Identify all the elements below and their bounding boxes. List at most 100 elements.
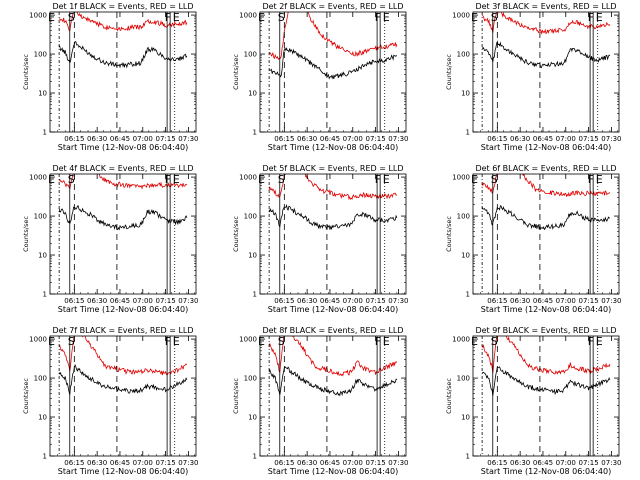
x-tick-label: 06:15 (64, 297, 84, 305)
x-tick-label: 07:00 (133, 297, 153, 305)
series-lld (268, 336, 398, 377)
y-tick-label: 10 (461, 90, 470, 98)
y-tick-label: 1 (43, 453, 47, 461)
y-axis-label: Counts/sec (22, 54, 30, 90)
series-events (58, 41, 188, 69)
series-lld (481, 336, 611, 375)
plot-frame (259, 173, 407, 295)
marker-label: E (596, 335, 603, 348)
x-tick-label: 06:30 (510, 459, 530, 467)
series-lld (58, 12, 188, 32)
x-tick-label: 07:30 (601, 135, 621, 143)
y-tick-label: 1 (466, 129, 470, 137)
marker-label: E (383, 335, 390, 348)
y-tick-label: 1000 (29, 336, 47, 344)
y-tick-label: 1 (43, 291, 47, 299)
series-lld (481, 12, 611, 35)
panel-title: Det 7f BLACK = Events, RED = LLD (52, 326, 193, 335)
marker-label: E (471, 335, 478, 348)
x-tick-label: 07:00 (133, 459, 153, 467)
y-tick-label: 100 (244, 51, 257, 59)
y-tick-label: 1000 (239, 174, 257, 182)
x-tick-label: 07:00 (343, 135, 363, 143)
series-lld (268, 174, 398, 201)
y-tick-label: 100 (244, 375, 257, 383)
marker-label: E (48, 173, 55, 186)
marker-label: E (383, 173, 390, 186)
x-tick-label: 06:30 (297, 297, 317, 305)
x-tick-label: 07:30 (601, 459, 621, 467)
x-tick-label: 07:30 (388, 459, 408, 467)
x-axis-label: Start Time (12-Nov-08 06:04:40) (58, 143, 188, 152)
marker-label: S (491, 335, 498, 348)
marker-label: E (471, 11, 478, 24)
marker-label: E (258, 173, 265, 186)
marker-label: E (596, 173, 603, 186)
x-tick-label: 06:15 (64, 135, 84, 143)
x-tick-label: 07:15 (155, 297, 175, 305)
x-tick-label: 06:15 (274, 459, 294, 467)
x-tick-label: 07:00 (343, 297, 363, 305)
y-tick-label: 100 (244, 213, 257, 221)
y-tick-label: 100 (457, 51, 470, 59)
x-tick-label: 07:30 (178, 135, 198, 143)
panel-title: Det 4f BLACK = Events, RED = LLD (52, 164, 193, 173)
y-tick-label: 1000 (452, 12, 470, 20)
marker-label: E (383, 11, 390, 24)
y-axis-label: Counts/sec (445, 378, 453, 414)
series-events (268, 204, 398, 231)
x-axis-label: Start Time (12-Nov-08 06:04:40) (268, 305, 398, 314)
x-tick-label: 06:45 (533, 297, 553, 305)
marker-label: S (491, 173, 498, 186)
y-tick-label: 1000 (29, 174, 47, 182)
x-axis-label: Start Time (12-Nov-08 06:04:40) (58, 305, 188, 314)
series-lld (481, 174, 611, 198)
x-tick-label: 06:30 (87, 297, 107, 305)
y-tick-label: 1000 (452, 336, 470, 344)
y-axis-label: Counts/sec (22, 216, 30, 252)
x-tick-label: 06:30 (297, 135, 317, 143)
series-lld (58, 336, 188, 376)
marker-label: E (596, 11, 603, 24)
x-tick-label: 06:45 (110, 297, 130, 305)
marker-label: E (48, 335, 55, 348)
x-tick-label: 06:45 (110, 459, 130, 467)
x-axis-label: Start Time (12-Nov-08 06:04:40) (58, 467, 188, 476)
plot-frame (259, 335, 407, 457)
plot-frame (49, 173, 197, 295)
marker-label: E (258, 11, 265, 24)
marker-label: F (375, 335, 381, 348)
y-tick-label: 10 (461, 414, 470, 422)
y-axis-label: Counts/sec (232, 216, 240, 252)
x-tick-label: 06:45 (320, 459, 340, 467)
marker-label: F (588, 11, 594, 24)
y-tick-label: 100 (34, 375, 47, 383)
y-tick-label: 1 (253, 453, 257, 461)
y-axis-label: Counts/sec (445, 54, 453, 90)
x-tick-label: 07:15 (365, 459, 385, 467)
x-tick-label: 07:15 (155, 459, 175, 467)
x-tick-label: 07:15 (578, 135, 598, 143)
x-axis-label: Start Time (12-Nov-08 06:04:40) (481, 143, 611, 152)
marker-label: F (588, 173, 594, 186)
x-tick-label: 07:00 (343, 459, 363, 467)
x-tick-label: 06:15 (487, 459, 507, 467)
marker-label: S (278, 335, 285, 348)
x-tick-label: 06:45 (320, 297, 340, 305)
marker-label: F (165, 11, 171, 24)
x-tick-label: 07:30 (178, 297, 198, 305)
y-tick-label: 10 (461, 252, 470, 260)
panel-title: Det 1f BLACK = Events, RED = LLD (52, 2, 193, 11)
plot-frame (49, 11, 197, 133)
y-tick-label: 100 (34, 51, 47, 59)
series-events (268, 47, 397, 80)
x-tick-label: 06:30 (87, 459, 107, 467)
x-tick-label: 06:30 (297, 459, 317, 467)
x-tick-label: 06:15 (487, 297, 507, 305)
marker-label: F (588, 335, 594, 348)
y-axis-label: Counts/sec (232, 54, 240, 90)
series-events (481, 366, 611, 396)
